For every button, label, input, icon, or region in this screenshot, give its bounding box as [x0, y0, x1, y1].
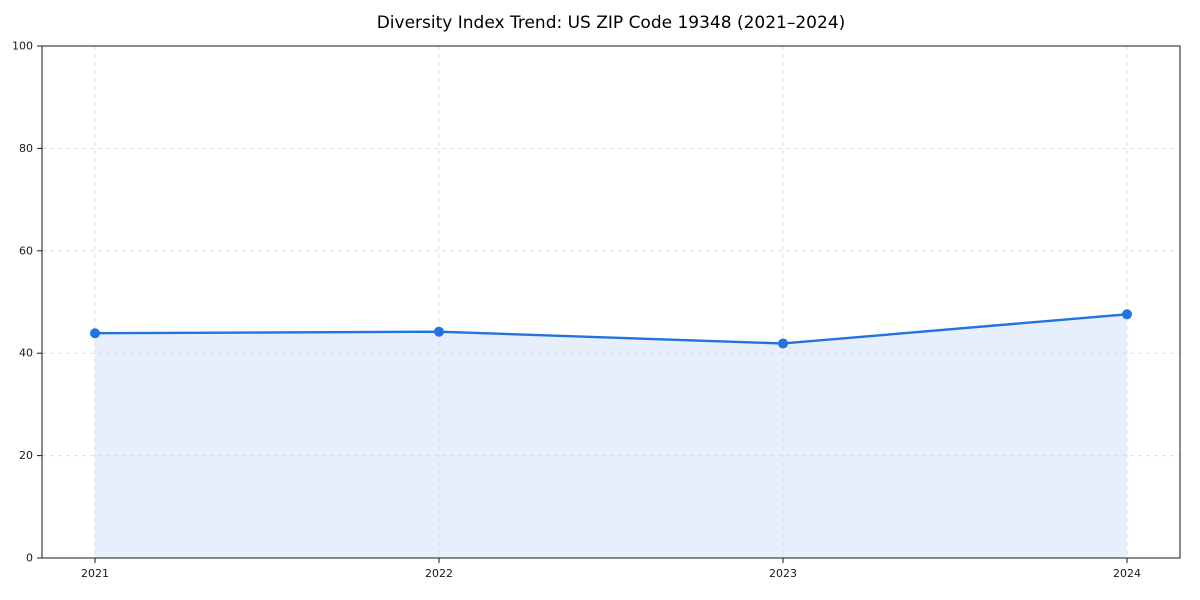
data-point — [434, 326, 444, 337]
y-tick-label: 80 — [19, 142, 33, 155]
chart-title: Diversity Index Trend: US ZIP Code 19348… — [376, 13, 846, 33]
y-tick-label: 20 — [19, 449, 33, 462]
data-point — [778, 338, 788, 349]
trend-line — [93, 313, 1129, 345]
data-point — [1122, 309, 1132, 320]
x-tick-label: 2022 — [425, 567, 453, 580]
y-tick-label: 100 — [12, 40, 33, 53]
plot-frame — [41, 45, 1181, 559]
x-tick-label: 2021 — [81, 567, 109, 580]
x-tick-label: 2023 — [769, 567, 797, 580]
area-fill — [95, 314, 1127, 558]
data-point — [90, 328, 100, 339]
y-tick-label: 0 — [26, 552, 33, 565]
x-tick-label: 2024 — [1113, 567, 1141, 580]
y-tick-label: 40 — [19, 347, 33, 360]
y-tick-label: 60 — [19, 244, 33, 257]
